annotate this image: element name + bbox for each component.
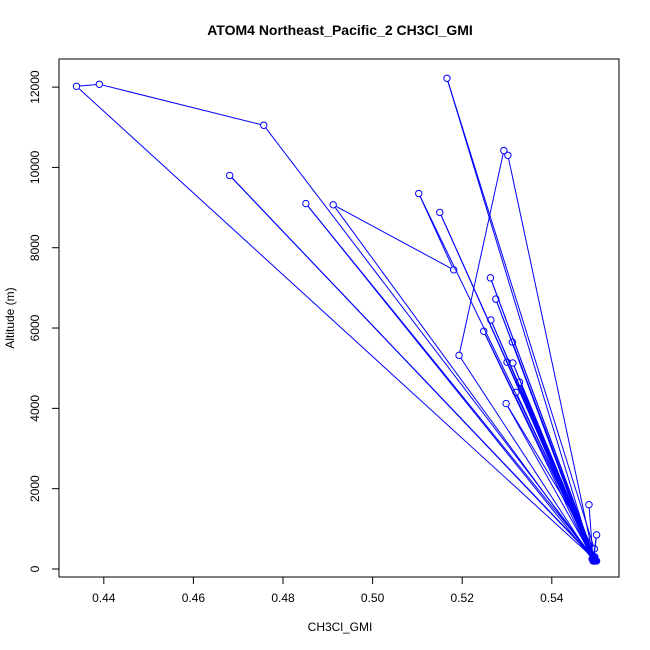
series-segment — [507, 406, 594, 547]
x-tick-label: 0.48 — [271, 591, 295, 605]
data-point — [590, 545, 599, 553]
series-segment — [335, 205, 452, 269]
y-axis-label: Altitude (m) — [3, 287, 17, 348]
series-segment — [447, 81, 594, 559]
data-point — [508, 338, 517, 346]
data-point — [589, 555, 597, 563]
series-segment — [307, 205, 593, 559]
series-segment — [231, 177, 592, 555]
y-tick-label: 4000 — [28, 395, 42, 422]
series-segment — [459, 153, 504, 353]
data-point — [512, 388, 520, 396]
data-point — [95, 80, 104, 88]
data-point — [585, 501, 593, 509]
series-segment — [460, 357, 593, 559]
series-segment — [484, 333, 592, 557]
y-tick-label: 10000 — [28, 150, 42, 184]
data-point — [515, 378, 524, 386]
series-segment — [334, 207, 593, 559]
data-point — [480, 327, 488, 335]
data-point — [500, 146, 508, 155]
data-point — [260, 121, 268, 129]
data-point — [329, 201, 337, 209]
series-segment — [447, 81, 594, 546]
data-point — [486, 274, 495, 282]
data-point — [509, 359, 517, 367]
data-point — [503, 358, 511, 366]
data-point — [504, 151, 512, 160]
x-tick-label: 0.54 — [540, 591, 564, 605]
series-segment — [102, 84, 261, 125]
series-segment — [507, 406, 593, 557]
x-tick-label: 0.50 — [361, 591, 385, 605]
x-axis-label: CH3Cl_GMI — [308, 620, 373, 634]
series-segment — [79, 84, 97, 87]
data-point — [415, 189, 423, 198]
data-point — [487, 316, 495, 324]
data-point — [225, 171, 234, 180]
series-segment — [592, 537, 597, 556]
x-tick-label: 0.52 — [451, 591, 475, 605]
data-point — [502, 399, 510, 408]
data-point — [72, 82, 81, 91]
series-segment — [508, 158, 594, 556]
data-point — [302, 199, 310, 208]
data-point — [436, 208, 444, 217]
data-point — [449, 266, 458, 274]
chart-title: ATOM4 Northeast_Pacific_2 CH3Cl_GMI — [207, 22, 473, 38]
series-segment — [588, 507, 594, 556]
y-tick-label: 0 — [28, 565, 42, 572]
data-point — [443, 74, 451, 82]
y-tick-label: 6000 — [28, 314, 42, 341]
y-tick-label: 12000 — [28, 70, 42, 104]
data-point — [592, 531, 601, 539]
series-layer — [72, 74, 601, 565]
y-tick-label: 2000 — [28, 475, 42, 502]
plot-frame — [58, 58, 620, 578]
series-segment — [78, 88, 595, 560]
data-point — [455, 351, 463, 360]
data-point — [492, 295, 500, 303]
x-axis: 0.44 0.46 0.48 0.50 0.52 0.54 — [92, 577, 564, 605]
series-segment — [516, 394, 594, 559]
series-segment — [491, 280, 594, 555]
series-segment — [513, 365, 593, 557]
y-tick-label: 8000 — [28, 234, 42, 261]
x-tick-label: 0.44 — [92, 591, 116, 605]
y-axis: 0 2000 4000 6000 8000 10000 12000 — [28, 70, 59, 572]
x-tick-label: 0.46 — [182, 591, 206, 605]
